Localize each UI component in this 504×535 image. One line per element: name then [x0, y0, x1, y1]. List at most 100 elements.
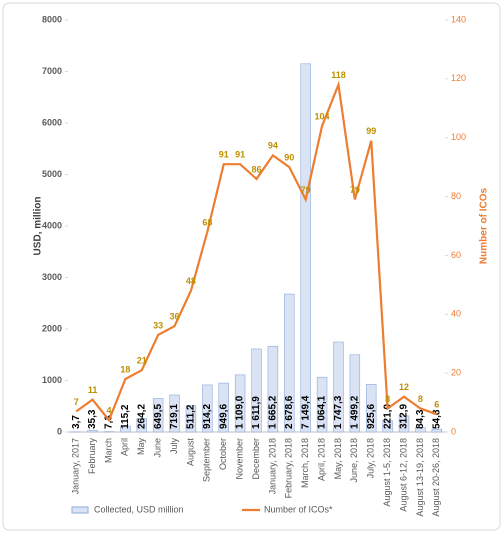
x-tick-label: August 6-12, 2018	[398, 438, 408, 512]
value-label: 1 747,3	[333, 395, 344, 429]
bar	[169, 394, 180, 433]
line-value-label: 8	[418, 394, 423, 404]
legend-label: Number of ICOs*	[264, 504, 333, 514]
bar	[300, 63, 311, 433]
bar	[415, 427, 426, 433]
value-label: 1 109,0	[235, 395, 246, 429]
y-tick-label: 2000	[42, 323, 62, 333]
x-tick-label: May	[136, 438, 146, 456]
bar	[431, 428, 443, 433]
value-label: 3,7	[71, 415, 82, 429]
line-value-label: 79	[350, 185, 360, 195]
value-label: 1 499,2	[349, 395, 360, 429]
bar	[382, 420, 393, 433]
y2-tick-label: 40	[451, 309, 461, 319]
value-label: 949,6	[218, 404, 229, 429]
x-tick-label: March, 2018	[300, 438, 310, 488]
bar	[251, 348, 262, 433]
y2-tick-label: 100	[451, 132, 466, 142]
line-value-label: 6	[434, 400, 439, 410]
x-tick-label: August	[185, 438, 195, 467]
line-value-label: 90	[284, 153, 294, 163]
y2-tick-label: 0	[451, 426, 456, 436]
y2-tick-label: 20	[451, 368, 461, 378]
bar	[398, 415, 410, 433]
value-label: 264,2	[136, 404, 147, 429]
line-value-label: 18	[120, 364, 130, 374]
value-label: 35,3	[87, 409, 98, 429]
value-label: 115,2	[120, 404, 131, 429]
bar	[267, 345, 279, 433]
line-value-label: 36	[170, 311, 180, 321]
legend-swatch	[71, 506, 89, 514]
bar	[316, 376, 328, 433]
y-tick-label: 5000	[42, 169, 62, 179]
value-label: 84,3	[415, 409, 426, 429]
bar	[136, 418, 147, 433]
bar	[120, 425, 131, 433]
bar	[87, 429, 98, 433]
line-value-label: 94	[268, 141, 278, 151]
value-label: 914,2	[202, 404, 213, 429]
value-label: 221,0	[382, 404, 393, 429]
line-value-label: 104	[315, 111, 330, 121]
value-label: 649,5	[153, 404, 164, 429]
x-tick-label: December	[251, 438, 261, 480]
x-tick-label: August 13-19, 2018	[415, 438, 425, 517]
bar	[218, 382, 229, 433]
x-tick-label: June	[153, 438, 163, 458]
value-label: 719,1	[169, 404, 180, 429]
x-tick-label: August 20-26, 2018	[431, 438, 441, 517]
line-value-label: 7	[74, 397, 79, 407]
x-tick-label: August 1-5, 2018	[382, 438, 392, 507]
line-value-label: 8	[385, 394, 390, 404]
line-value-label: 99	[366, 126, 376, 136]
line-value-label: 48	[186, 276, 196, 286]
x-tick-label: February, 2018	[284, 438, 294, 498]
bar	[366, 384, 377, 433]
value-label: 54,8	[431, 409, 442, 429]
x-tick-label: October	[218, 438, 228, 470]
bar	[185, 405, 197, 433]
x-tick-label: April	[120, 438, 130, 456]
x-tick-label: November	[234, 438, 244, 480]
y-tick-label: 0	[57, 426, 62, 436]
line-value-label: 91	[235, 150, 245, 160]
y2-axis-label: Number of ICOs	[479, 188, 490, 265]
y-tick-label: 1000	[42, 375, 62, 385]
line	[75, 80, 438, 423]
x-tick-label: July, 2018	[366, 438, 376, 478]
y-tick-label: 8000	[42, 14, 62, 24]
x-tick-label: April, 2018	[316, 438, 326, 481]
line-value-label: 86	[251, 164, 261, 174]
bar	[349, 354, 361, 433]
value-label: 1 665,2	[268, 395, 279, 429]
bar	[333, 341, 344, 433]
x-tick-label: March	[103, 438, 113, 463]
y-axis-label: USD, million	[33, 197, 44, 256]
y-tick-label: 4000	[42, 220, 62, 230]
legend-label: Collected, USD million	[94, 504, 184, 514]
value-label: 312,9	[399, 404, 410, 429]
y2-tick-label: 60	[451, 250, 461, 260]
value-label: 1 611,9	[251, 396, 262, 429]
x-tick-label: September	[202, 438, 212, 482]
bar	[202, 384, 213, 433]
bar	[284, 293, 295, 433]
value-label: 925,6	[366, 404, 377, 429]
bar	[234, 374, 246, 433]
line-value-label: 33	[153, 320, 163, 330]
line-value-label: 4	[106, 406, 111, 416]
line-value-label: 11	[88, 385, 98, 395]
value-label: 1 064,1	[317, 395, 328, 429]
y-tick-label: 7000	[42, 66, 62, 76]
bar	[152, 398, 164, 433]
line-value-label: 68	[202, 217, 212, 227]
x-tick-label: July	[169, 438, 179, 455]
x-tick-label: January, 2018	[267, 438, 277, 494]
line-value-label: 21	[137, 356, 147, 366]
line-value-label: 91	[219, 150, 229, 160]
x-tick-label: June, 2018	[349, 438, 359, 483]
